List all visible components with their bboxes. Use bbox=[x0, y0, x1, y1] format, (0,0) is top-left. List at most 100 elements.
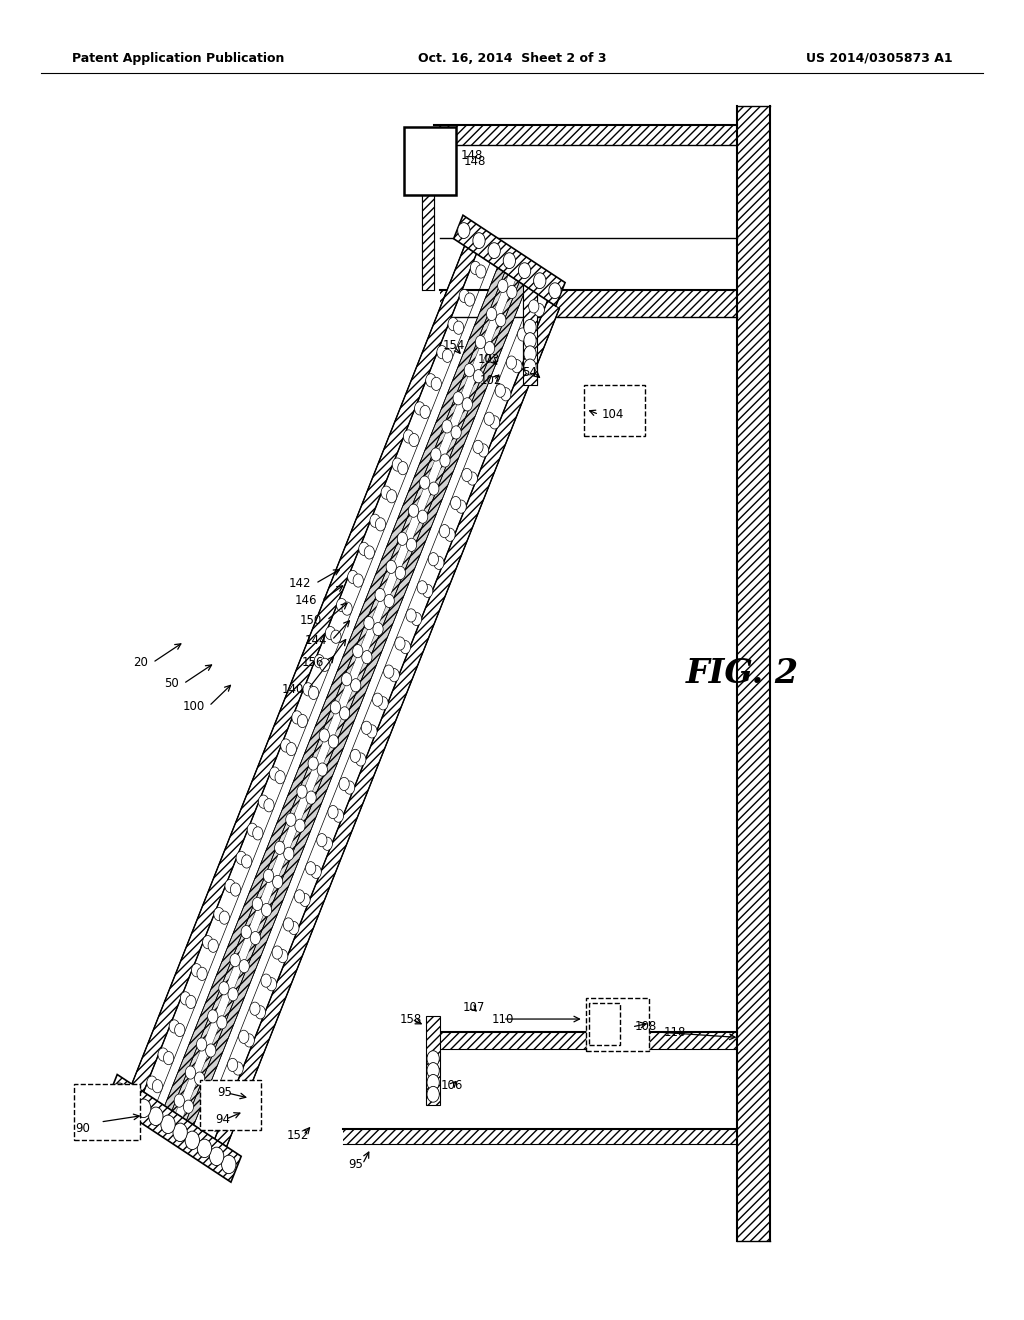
Circle shape bbox=[431, 378, 441, 391]
Circle shape bbox=[340, 706, 350, 719]
Circle shape bbox=[169, 1020, 179, 1034]
Circle shape bbox=[395, 566, 406, 579]
Circle shape bbox=[219, 982, 229, 995]
Circle shape bbox=[427, 1086, 439, 1102]
Circle shape bbox=[381, 486, 391, 499]
Circle shape bbox=[306, 791, 316, 804]
Circle shape bbox=[397, 462, 408, 475]
Circle shape bbox=[415, 401, 425, 414]
Circle shape bbox=[488, 243, 501, 259]
Circle shape bbox=[428, 553, 438, 566]
Text: 152: 152 bbox=[287, 1129, 309, 1142]
Circle shape bbox=[208, 1010, 218, 1023]
Circle shape bbox=[524, 319, 537, 335]
Circle shape bbox=[146, 1076, 157, 1089]
Text: 154: 154 bbox=[442, 339, 465, 352]
Text: 118: 118 bbox=[664, 1026, 686, 1039]
Circle shape bbox=[297, 714, 307, 727]
Polygon shape bbox=[183, 280, 525, 1125]
Circle shape bbox=[389, 669, 399, 682]
Circle shape bbox=[164, 1052, 174, 1065]
Circle shape bbox=[503, 252, 515, 268]
Circle shape bbox=[355, 752, 366, 766]
Circle shape bbox=[350, 678, 360, 692]
Circle shape bbox=[406, 609, 416, 622]
Circle shape bbox=[303, 682, 313, 696]
Circle shape bbox=[206, 1044, 216, 1057]
Text: 50: 50 bbox=[164, 677, 178, 690]
Bar bbox=[589, 1003, 620, 1045]
Circle shape bbox=[420, 405, 430, 418]
Circle shape bbox=[373, 693, 383, 706]
Circle shape bbox=[427, 1074, 439, 1090]
Circle shape bbox=[434, 556, 444, 569]
Circle shape bbox=[329, 735, 339, 748]
Circle shape bbox=[185, 995, 196, 1008]
Circle shape bbox=[373, 623, 383, 636]
Circle shape bbox=[174, 1094, 184, 1107]
Circle shape bbox=[305, 862, 315, 875]
Text: 103: 103 bbox=[477, 352, 500, 366]
Bar bbox=[523, 284, 537, 385]
Circle shape bbox=[473, 370, 483, 383]
Circle shape bbox=[205, 1114, 215, 1127]
Circle shape bbox=[289, 921, 299, 935]
Circle shape bbox=[250, 932, 260, 945]
Polygon shape bbox=[166, 268, 508, 1113]
Bar bbox=[200, 1080, 261, 1130]
Polygon shape bbox=[215, 301, 559, 1147]
Text: 146: 146 bbox=[295, 594, 317, 607]
Polygon shape bbox=[132, 246, 559, 1147]
Circle shape bbox=[230, 883, 241, 896]
Text: 90: 90 bbox=[75, 1122, 90, 1135]
Circle shape bbox=[512, 359, 522, 372]
Text: 108: 108 bbox=[635, 1020, 657, 1034]
Circle shape bbox=[225, 879, 236, 892]
Bar bbox=[586, 998, 649, 1051]
Circle shape bbox=[113, 1082, 127, 1101]
Circle shape bbox=[350, 750, 360, 763]
Circle shape bbox=[409, 504, 419, 517]
Text: 142: 142 bbox=[289, 577, 311, 590]
Bar bbox=[440, 290, 737, 317]
Circle shape bbox=[444, 528, 455, 541]
Circle shape bbox=[216, 1086, 226, 1100]
Circle shape bbox=[427, 1063, 439, 1078]
Circle shape bbox=[214, 907, 224, 920]
Circle shape bbox=[458, 223, 470, 239]
Polygon shape bbox=[186, 282, 526, 1125]
Text: 106: 106 bbox=[440, 1078, 463, 1092]
Circle shape bbox=[247, 824, 257, 837]
Circle shape bbox=[211, 1118, 221, 1131]
Text: 158: 158 bbox=[399, 1012, 422, 1026]
Bar bbox=[584, 385, 645, 436]
Circle shape bbox=[323, 837, 333, 850]
Circle shape bbox=[423, 585, 433, 598]
Circle shape bbox=[378, 697, 388, 710]
Circle shape bbox=[429, 482, 439, 495]
Circle shape bbox=[518, 263, 530, 279]
Circle shape bbox=[274, 841, 285, 854]
Circle shape bbox=[507, 285, 517, 298]
Text: 95: 95 bbox=[348, 1158, 364, 1171]
Circle shape bbox=[197, 1038, 207, 1051]
Circle shape bbox=[524, 333, 537, 348]
Text: Patent Application Publication: Patent Application Publication bbox=[72, 51, 284, 65]
Circle shape bbox=[476, 265, 486, 279]
Circle shape bbox=[244, 1034, 254, 1047]
Circle shape bbox=[478, 444, 488, 457]
Circle shape bbox=[191, 964, 202, 977]
Circle shape bbox=[501, 388, 511, 401]
Circle shape bbox=[183, 1100, 194, 1113]
Circle shape bbox=[314, 655, 325, 668]
Text: 54: 54 bbox=[522, 366, 538, 379]
Circle shape bbox=[221, 1155, 236, 1173]
Circle shape bbox=[407, 539, 417, 552]
Polygon shape bbox=[165, 268, 505, 1110]
Circle shape bbox=[292, 710, 302, 723]
Circle shape bbox=[384, 665, 394, 678]
Circle shape bbox=[261, 974, 271, 987]
Circle shape bbox=[364, 616, 374, 630]
Circle shape bbox=[227, 1059, 238, 1072]
Circle shape bbox=[331, 701, 341, 714]
